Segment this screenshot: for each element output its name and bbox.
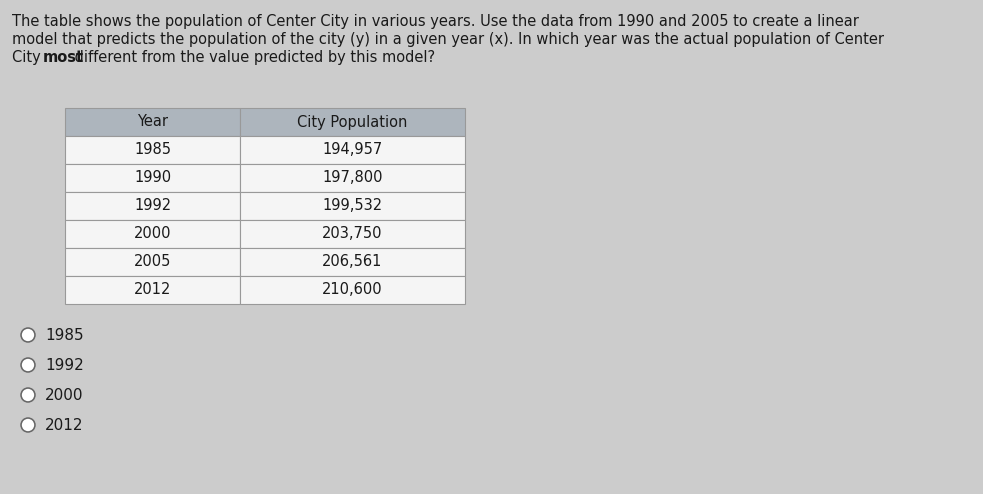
FancyBboxPatch shape [65,220,240,248]
Circle shape [21,418,35,432]
Text: 2012: 2012 [134,283,171,297]
Text: 2000: 2000 [45,387,84,403]
FancyBboxPatch shape [65,164,240,192]
Circle shape [21,358,35,372]
Text: 194,957: 194,957 [322,142,382,158]
Text: most: most [43,50,85,65]
FancyBboxPatch shape [240,248,465,276]
Text: 2005: 2005 [134,254,171,270]
Text: different from the value predicted by this model?: different from the value predicted by th… [70,50,434,65]
Text: 203,750: 203,750 [322,227,382,242]
Text: 2012: 2012 [45,417,84,433]
FancyBboxPatch shape [240,164,465,192]
Text: model that predicts the population of the city (y) in a given year (x). In which: model that predicts the population of th… [12,32,884,47]
Text: The table shows the population of Center City in various years. Use the data fro: The table shows the population of Center… [12,14,859,29]
Text: 206,561: 206,561 [322,254,382,270]
Text: 210,600: 210,600 [322,283,382,297]
FancyBboxPatch shape [240,136,465,164]
Text: 1985: 1985 [45,328,84,342]
FancyBboxPatch shape [65,108,240,136]
FancyBboxPatch shape [65,248,240,276]
Text: City Population: City Population [297,115,408,129]
FancyBboxPatch shape [65,276,240,304]
Text: 1990: 1990 [134,170,171,186]
Text: 197,800: 197,800 [322,170,382,186]
Text: 1992: 1992 [134,199,171,213]
Circle shape [21,328,35,342]
Text: 2000: 2000 [134,227,171,242]
FancyBboxPatch shape [240,220,465,248]
Text: 1985: 1985 [134,142,171,158]
Text: 1992: 1992 [45,358,84,372]
FancyBboxPatch shape [240,276,465,304]
Text: Year: Year [137,115,168,129]
Text: City: City [12,50,45,65]
FancyBboxPatch shape [240,192,465,220]
FancyBboxPatch shape [240,108,465,136]
FancyBboxPatch shape [65,136,240,164]
Text: 199,532: 199,532 [322,199,382,213]
Circle shape [21,388,35,402]
FancyBboxPatch shape [65,192,240,220]
